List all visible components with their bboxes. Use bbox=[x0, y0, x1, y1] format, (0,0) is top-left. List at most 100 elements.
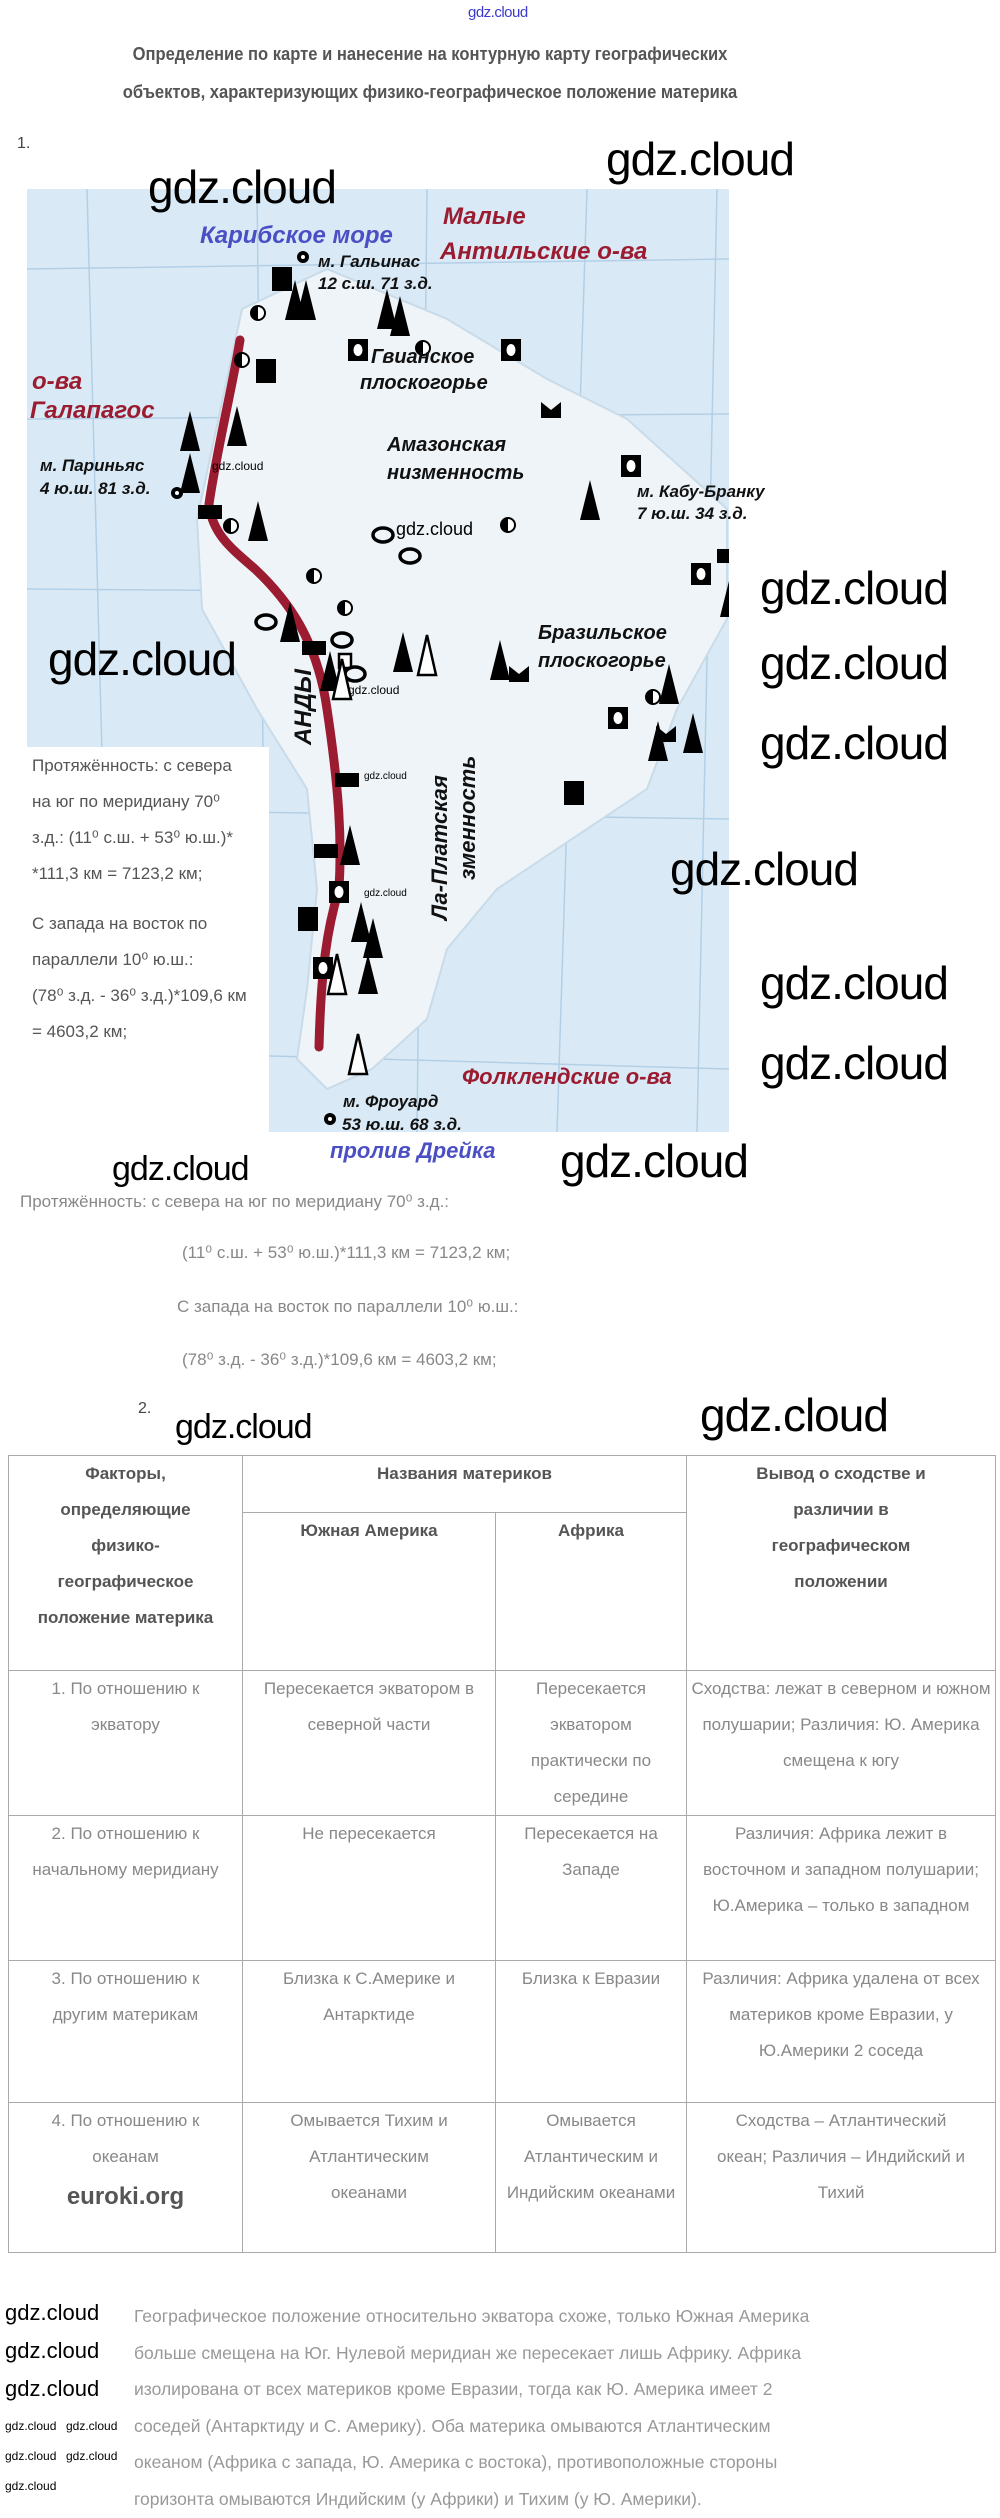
mineral-deposit-icon bbox=[335, 773, 359, 787]
watermark: gdz.cloud bbox=[364, 771, 407, 782]
watermark: gdz.cloud bbox=[5, 2300, 100, 2325]
oil-deposit-icon bbox=[330, 631, 354, 649]
cell-conclusion: Сходства: лежат в северном и южном полуш… bbox=[686, 1670, 997, 1816]
watermark: gdz.cloud bbox=[66, 2419, 118, 2433]
coal-deposit-icon bbox=[509, 666, 529, 682]
oil-deposit-icon bbox=[254, 613, 278, 631]
comparison-table: Факторы, определяющие физико-географичес… bbox=[8, 1455, 997, 2253]
half-circle-icon bbox=[307, 569, 314, 583]
cell-south-america: Пересекается экватором в северной части bbox=[242, 1670, 496, 1816]
watermark: gdz.cloud bbox=[760, 717, 949, 769]
mountain-peak-icon bbox=[296, 280, 316, 320]
mountain-peak-icon bbox=[351, 902, 371, 942]
ore-deposit-icon bbox=[334, 886, 344, 898]
watermark: gdz.cloud bbox=[5, 2376, 100, 2401]
label-brazil-1: Бразильское bbox=[538, 622, 667, 644]
cell-south-america: Близка к С.Америке и Антарктиде bbox=[242, 1960, 496, 2103]
cell-conclusion: Сходства – Атлантический океан; Различия… bbox=[686, 2102, 997, 2253]
map-note-line: С запада на восток по bbox=[32, 914, 208, 933]
mountain-peak-icon bbox=[683, 713, 703, 753]
cell-africa: Пересекается на Западе bbox=[494, 1815, 688, 1961]
cell-africa: Пересекается экватором практически по се… bbox=[494, 1670, 688, 1816]
label-gallinas: м. Гальинас bbox=[318, 252, 421, 271]
watermark: gdz.cloud bbox=[348, 683, 400, 697]
label-lesser-antilles-1: Малые bbox=[443, 203, 526, 230]
watermark: gdz.cloud bbox=[606, 133, 795, 185]
oil-deposit-icon bbox=[371, 526, 395, 544]
watermark: gdz.cloud bbox=[468, 4, 528, 21]
watermark: gdz.cloud bbox=[175, 1408, 313, 1446]
volcano-icon bbox=[326, 953, 348, 996]
label-lesser-antilles-2: Антильские о-ва bbox=[440, 238, 648, 265]
cell-factor-text: 4. По отношению к океанам bbox=[51, 2111, 200, 2166]
mountain-peak-icon bbox=[280, 602, 300, 642]
oil-deposit-icon bbox=[398, 547, 422, 565]
ore-deposit-icon bbox=[353, 344, 363, 356]
table-row: 1. По отношению к экватору Пересекается … bbox=[8, 1670, 997, 1816]
cape-point-icon bbox=[328, 1117, 332, 1121]
cell-south-america: Не пересекается bbox=[242, 1815, 496, 1961]
cell-factor: 1. По отношению к экватору bbox=[8, 1670, 243, 1816]
mineral-deposit-icon bbox=[298, 907, 318, 931]
label-guiana-2: плоскогорье bbox=[360, 372, 488, 394]
mountain-peak-icon bbox=[340, 825, 360, 865]
calc-line-1: Протяжённость: с севера на юг по меридиа… bbox=[20, 1192, 450, 1211]
half-circle-icon bbox=[501, 518, 508, 532]
watermark: gdz.cloud bbox=[5, 2449, 57, 2463]
mountain-peak-icon bbox=[580, 480, 600, 520]
table-row: 3. По отношению к другим материкам Близк… bbox=[8, 1960, 997, 2103]
mountain-peak-icon bbox=[720, 581, 729, 617]
mineral-deposit-icon bbox=[272, 267, 292, 291]
cell-africa: Омывается Атлантическим и Индийским океа… bbox=[494, 2102, 688, 2253]
watermark: gdz.cloud bbox=[212, 459, 264, 473]
header-africa: Африка bbox=[494, 1512, 688, 1671]
label-gallinas-coords: 12 с.ш. 71 з.д. bbox=[318, 274, 433, 293]
map-graphics bbox=[27, 189, 729, 1132]
conclusion-paragraph: Географическое положение относительно эк… bbox=[134, 2298, 809, 2517]
label-brazil-2: плоскогорье bbox=[538, 650, 666, 672]
volcano-icon bbox=[347, 1033, 369, 1076]
watermark: gdz.cloud bbox=[364, 888, 407, 899]
cell-conclusion: Различия: Африка удалена от всех материк… bbox=[686, 1960, 997, 2103]
mountain-peak-icon bbox=[377, 289, 397, 329]
calc-line-3: С запада на восток по параллели 10⁰ ю.ш.… bbox=[177, 1297, 519, 1316]
conclusion-line: изолирована от всех материков кроме Евра… bbox=[134, 2379, 773, 2399]
table-row: 4. По отношению к океанам euroki.org Омы… bbox=[8, 2102, 997, 2253]
map-note-line: Протяжённость: с севера bbox=[32, 756, 232, 775]
label-drake-passage: пролив Дрейка bbox=[330, 1138, 496, 1163]
map-note-line: з.д.: (11⁰ с.ш. + 53⁰ ю.ш.)* bbox=[32, 828, 233, 847]
mountain-peak-icon bbox=[180, 411, 200, 451]
watermark: gdz.cloud bbox=[112, 1150, 250, 1188]
cell-conclusion: Различия: Африка лежит в восточном и зап… bbox=[686, 1815, 997, 1961]
half-circle-icon bbox=[646, 690, 653, 704]
ore-deposit-icon bbox=[696, 568, 706, 580]
mountain-peak-icon bbox=[358, 954, 378, 994]
map-note: Протяжённость: с севера на юг по меридиа… bbox=[32, 748, 247, 1050]
mineral-deposit-icon bbox=[564, 781, 584, 805]
half-circle-icon bbox=[224, 519, 231, 533]
watermark: gdz.cloud bbox=[148, 161, 337, 213]
map-blank-area bbox=[27, 747, 269, 1132]
watermark: gdz.cloud bbox=[760, 1037, 949, 1089]
map-meridian-line bbox=[696, 189, 718, 1132]
label-amazon-1: Амазонская bbox=[387, 434, 507, 456]
mountain-peak-icon bbox=[390, 296, 410, 336]
cape-point-icon bbox=[175, 491, 179, 495]
conclusion-line: соседей (Антарктиду и С. Америку). Оба м… bbox=[134, 2415, 771, 2436]
ore-deposit-icon bbox=[613, 712, 623, 724]
mineral-deposit-icon bbox=[302, 641, 326, 655]
euroki-watermark: euroki.org bbox=[66, 2183, 185, 2210]
watermark: gdz.cloud bbox=[760, 957, 949, 1009]
map-note-line: = 4603,2 км; bbox=[32, 1022, 128, 1041]
half-circle-icon bbox=[235, 353, 242, 367]
watermark: gdz.cloud bbox=[760, 637, 949, 689]
half-circle-icon bbox=[338, 601, 345, 615]
watermark: gdz.cloud bbox=[396, 519, 474, 539]
page-title-line-2: объектов, характеризующих физико-географ… bbox=[122, 82, 738, 102]
mountain-peak-icon bbox=[393, 632, 413, 672]
header-conclusion: Вывод о сходстве и различии в географиче… bbox=[686, 1455, 997, 1671]
mineral-deposit-icon bbox=[314, 844, 338, 858]
mountain-peak-icon bbox=[180, 453, 200, 493]
task-number-1: 1. bbox=[17, 135, 31, 152]
label-cabo-branco-coords: 7 ю.ш. 34 з.д. bbox=[637, 504, 748, 523]
